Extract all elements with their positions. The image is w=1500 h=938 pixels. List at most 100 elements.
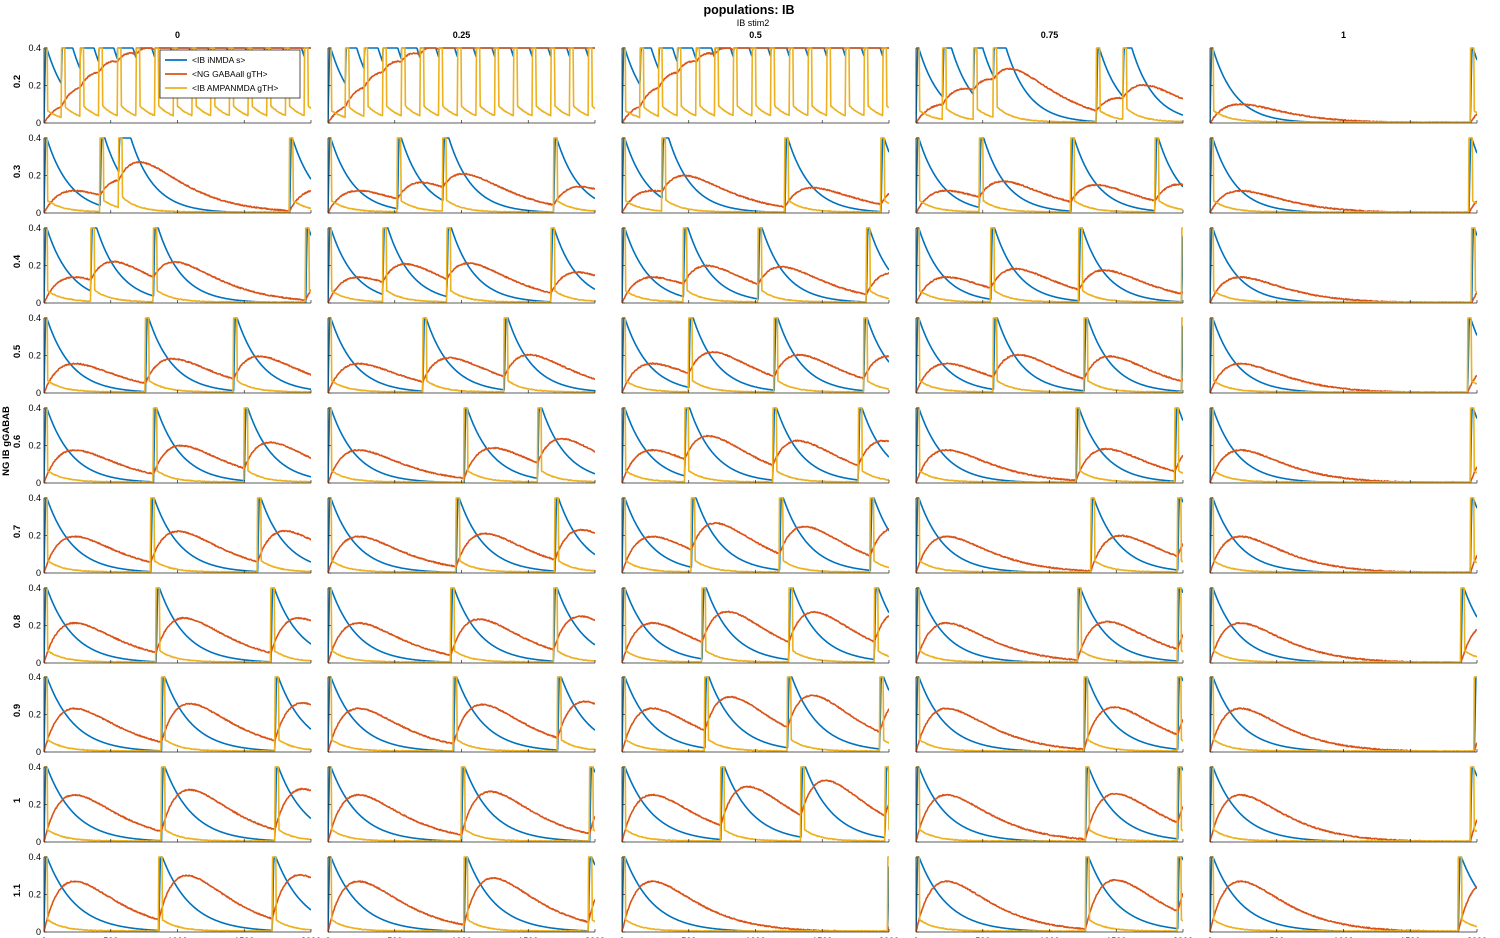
panel-r2-c4 <box>1209 227 1478 304</box>
series-line-2-r9-c2 <box>622 856 889 932</box>
x-tick-label: 500 <box>681 936 696 938</box>
column-title: 0 <box>175 30 180 40</box>
row-label: 0.3 <box>12 165 23 178</box>
x-tick-label: 500 <box>1269 936 1284 938</box>
x-tick-label: 2000 <box>879 936 899 938</box>
y-tick-label: 0.4 <box>28 672 41 682</box>
series-line-0-r0-c4 <box>1210 47 1477 123</box>
series-line-1-r5-c2 <box>622 521 889 573</box>
series-line-1-r1-c1 <box>328 172 595 213</box>
x-tick-label: 500 <box>975 936 990 938</box>
series-line-2-r2-c3 <box>916 227 1183 303</box>
y-tick-label: 0.2 <box>28 441 41 451</box>
row-label: 0.9 <box>12 704 23 717</box>
panel-r2-c1 <box>327 227 596 304</box>
series-line-0-r4-c1 <box>328 407 595 483</box>
series-line-0-r7-c0 <box>44 676 311 752</box>
series-line-0-r2-c2 <box>622 227 889 303</box>
legend: <IB iNMDA s> <NG GABAall gTH> <IB AMPANMDA… <box>159 49 301 99</box>
panel-r0-c3: 0.75 <box>915 30 1184 124</box>
x-tick-label: 0 <box>1207 936 1212 938</box>
panel-r2-c3 <box>915 227 1184 304</box>
series-line-0-r5-c2 <box>622 497 889 573</box>
series-line-1-r6-c2 <box>622 610 889 663</box>
y-tick-label: 0.4 <box>28 313 41 323</box>
y-tick-label: 0 <box>36 927 41 937</box>
row-label: 0.2 <box>12 75 23 88</box>
panel-r1-c2 <box>621 137 890 214</box>
panel-r5-c0: 0 0.2 0.4 0.7 <box>12 493 312 578</box>
panel-r0-c4: 1 <box>1209 30 1478 124</box>
panel-r7-c0: 0 0.2 0.4 0.9 <box>12 672 312 757</box>
series-line-1-r8-c4 <box>1210 793 1477 842</box>
series-line-2-r7-c4 <box>1210 676 1477 752</box>
y-tick-label: 0.2 <box>28 531 41 541</box>
series-line-0-r9-c3 <box>916 856 1183 932</box>
x-tick-label: 1500 <box>1106 936 1126 938</box>
panel-r2-c0: 0 0.2 0.4 0.4 <box>12 223 312 308</box>
series-line-2-r0-c1 <box>328 47 595 119</box>
x-tick-label: 0 <box>325 936 330 938</box>
series-line-1-r4-c1 <box>328 437 595 483</box>
series-line-2-r3-c0 <box>44 317 311 393</box>
series-line-2-r8-c1 <box>328 766 595 842</box>
panel-r8-c2 <box>621 766 890 843</box>
series-line-2-r5-c4 <box>1210 497 1477 573</box>
series-line-0-r6-c3 <box>916 587 1183 663</box>
panel-r7-c3 <box>915 676 1184 753</box>
y-tick-label: 0.2 <box>28 351 41 361</box>
series-line-0-r2-c3 <box>916 227 1183 303</box>
series-line-2-r9-c0 <box>44 856 311 932</box>
series-line-1-r4-c2 <box>622 434 889 483</box>
series-line-2-r8-c4 <box>1210 766 1477 842</box>
y-tick-label: 0 <box>36 298 41 308</box>
series-line-0-r5-c0 <box>44 497 311 573</box>
panel-r1-c3 <box>915 137 1184 214</box>
y-tick-label: 0 <box>36 118 41 128</box>
series-line-1-r7-c2 <box>622 694 889 752</box>
x-tick-label: 1500 <box>518 936 538 938</box>
panel-r1-c1 <box>327 137 596 214</box>
series-line-0-r9-c1 <box>328 856 595 932</box>
series-line-2-r3-c3 <box>916 317 1183 393</box>
series-line-0-r5-c3 <box>916 497 1183 573</box>
series-line-0-r2-c4 <box>1210 227 1477 303</box>
series-line-0-r6-c2 <box>622 587 889 663</box>
series-line-1-r7-c1 <box>328 700 595 752</box>
series-line-1-r3-c4 <box>1210 362 1477 393</box>
series-line-0-r1-c3 <box>916 137 1183 213</box>
y-tick-label: 0 <box>36 747 41 757</box>
panel-r0-c2: 0.5 <box>621 30 890 124</box>
figure-subtitle: IB stim2 <box>737 18 770 28</box>
series-line-0-r3-c2 <box>622 317 889 393</box>
y-tick-label: 0.2 <box>28 171 41 181</box>
series-line-0-r7-c2 <box>622 676 889 752</box>
y-tick-label: 0.4 <box>28 223 41 233</box>
x-tick-label: 2000 <box>585 936 605 938</box>
y-tick-label: 0.4 <box>28 852 41 862</box>
series-line-0-r7-c3 <box>916 676 1183 752</box>
series-line-0-r0-c3 <box>916 47 1183 123</box>
legend-entry: <IB AMPANMDA gTH> <box>192 83 278 93</box>
panel-r9-c3: 0 500 1000 1500 2000 <box>913 856 1193 938</box>
series-line-0-r8-c4 <box>1210 766 1477 842</box>
panel-r6-c3 <box>915 587 1184 664</box>
series-line-2-r1-c0 <box>44 137 311 213</box>
panel-r9-c1: 0 500 1000 1500 2000 <box>325 856 605 938</box>
panel-r3-c1 <box>327 317 596 394</box>
series-line-2-r4-c1 <box>328 407 595 483</box>
row-label: 0.6 <box>12 435 23 448</box>
panel-grid: 0 0.2 0.4 0 0.2 0.25 0.5 0.75 1 0 0.2 0.4 0.3 0 0.2 0.4… <box>12 30 1487 938</box>
series-line-1-r2-c2 <box>622 264 889 303</box>
series-line-2-r4-c4 <box>1210 407 1477 483</box>
series-line-1-r2-c0 <box>44 260 311 303</box>
series-line-1-r4-c3 <box>916 447 1183 483</box>
series-line-1-r8-c0 <box>44 787 311 842</box>
series-line-1-r9-c2 <box>622 880 889 932</box>
series-line-1-r5-c3 <box>916 534 1183 573</box>
series-line-2-r8-c2 <box>622 766 889 842</box>
panel-r3-c3 <box>915 317 1184 394</box>
y-tick-label: 0.2 <box>28 800 41 810</box>
series-line-0-r1-c4 <box>1210 137 1477 213</box>
series-line-2-r9-c4 <box>1210 856 1477 932</box>
